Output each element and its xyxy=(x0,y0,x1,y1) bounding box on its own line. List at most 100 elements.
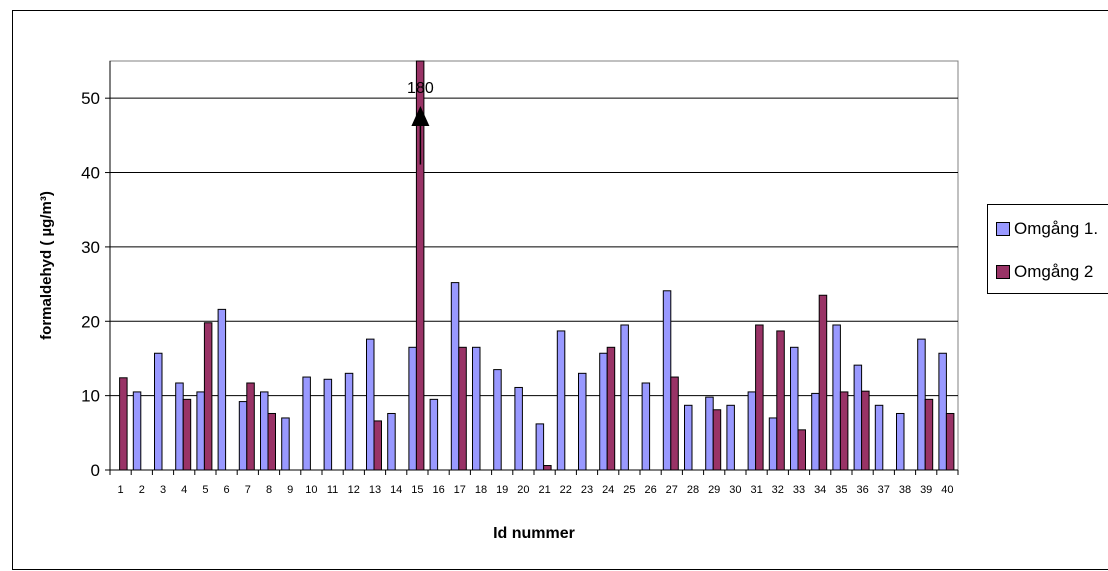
x-tick-label-6: 6 xyxy=(224,484,230,496)
bar-s1-28 xyxy=(684,404,693,471)
bar-s2-31 xyxy=(755,324,764,471)
x-tick-label-16: 16 xyxy=(432,484,444,496)
x-tick-label-1: 1 xyxy=(118,484,124,496)
bar-s2-17 xyxy=(458,346,467,471)
x-tick-label-27: 27 xyxy=(666,484,678,496)
x-tick-label-39: 39 xyxy=(920,484,932,496)
x-tick-label-15: 15 xyxy=(411,484,423,496)
x-tick-label-34: 34 xyxy=(814,484,826,496)
bar-s1-35 xyxy=(832,324,841,471)
x-tick-label-37: 37 xyxy=(878,484,890,496)
x-tick-label-32: 32 xyxy=(772,484,784,496)
bar-s2-21 xyxy=(543,465,552,471)
bar-s1-23 xyxy=(578,372,587,471)
bar-s2-27 xyxy=(670,376,679,471)
bar-s1-32 xyxy=(768,417,778,471)
x-tick-label-31: 31 xyxy=(750,484,762,496)
bar-s1-34 xyxy=(811,392,820,471)
bar-s1-12 xyxy=(344,372,354,471)
bar-s1-18 xyxy=(472,346,481,471)
legend-swatch-series-2 xyxy=(996,265,1010,279)
x-tick-label-35: 35 xyxy=(835,484,847,496)
x-tick-label-23: 23 xyxy=(581,484,593,496)
bar-s2-1 xyxy=(119,377,128,471)
bar-s2-35 xyxy=(839,391,849,471)
legend-swatch-series-1 xyxy=(996,222,1010,236)
bar-s2-24 xyxy=(606,346,616,471)
bar-s1-29 xyxy=(705,396,714,471)
legend-item-series-2: Omgång 2 xyxy=(996,262,1093,282)
x-tick-label-13: 13 xyxy=(369,484,381,496)
x-tick-label-19: 19 xyxy=(496,484,508,496)
legend-label-series-2: Omgång 2 xyxy=(1014,262,1094,281)
x-tick-label-10: 10 xyxy=(305,484,317,496)
bar-s1-39 xyxy=(917,338,926,471)
bar-s1-16 xyxy=(429,398,439,471)
bar-s1-2 xyxy=(132,391,142,471)
bar-s1-11 xyxy=(323,378,333,471)
x-tick-label-30: 30 xyxy=(729,484,741,496)
bar-s1-13 xyxy=(366,338,375,471)
x-tick-label-2: 2 xyxy=(139,484,145,496)
legend-label-series-1: Omgång 1. xyxy=(1014,219,1099,238)
x-tick-label-4: 4 xyxy=(181,484,187,496)
y-tick-label-2: 20 xyxy=(81,312,100,331)
x-tick-label-38: 38 xyxy=(899,484,911,496)
x-tick-label-25: 25 xyxy=(623,484,635,496)
y-tick-label-3: 30 xyxy=(81,238,100,257)
bar-s2-29 xyxy=(712,409,722,471)
y-tick-label-0: 0 xyxy=(91,461,100,480)
bar-s2-7 xyxy=(246,382,255,471)
bar-s2-39 xyxy=(924,398,934,471)
bar-s1-26 xyxy=(641,382,651,471)
bar-s1-19 xyxy=(493,369,502,471)
bar-s1-7 xyxy=(238,401,248,471)
x-tick-label-8: 8 xyxy=(266,484,272,496)
y-tick-label-4: 40 xyxy=(81,164,100,183)
bar-s2-32 xyxy=(776,330,785,471)
x-axis-title: Id nummer xyxy=(493,525,575,542)
bar-s2-13 xyxy=(373,420,382,471)
bar-s1-30 xyxy=(726,404,735,471)
bar-s1-10 xyxy=(302,376,311,471)
y-tick-label-5: 50 xyxy=(81,89,100,108)
bar-s1-22 xyxy=(556,330,566,471)
bar-s2-40 xyxy=(945,412,955,471)
annotation-label-0: 180 xyxy=(407,80,434,97)
bar-s1-14 xyxy=(387,412,396,471)
x-tick-label-3: 3 xyxy=(160,484,166,496)
y-axis-title: formaldehyd ( µg/m³) xyxy=(38,191,55,340)
bar-s1-21 xyxy=(535,423,545,471)
x-tick-label-18: 18 xyxy=(475,484,487,496)
x-tick-label-33: 33 xyxy=(793,484,805,496)
annotation-arrow-head-0 xyxy=(411,106,430,126)
bar-s2-8 xyxy=(267,412,276,471)
x-tick-label-12: 12 xyxy=(348,484,360,496)
x-tick-label-21: 21 xyxy=(538,484,550,496)
bar-s1-25 xyxy=(620,324,629,471)
bar-s1-36 xyxy=(853,364,863,471)
bar-s1-37 xyxy=(874,404,884,471)
x-tick-label-28: 28 xyxy=(687,484,699,496)
bar-s2-33 xyxy=(797,429,806,471)
bar-s2-15 xyxy=(415,60,425,471)
bar-s1-20 xyxy=(514,386,523,471)
bar-s1-33 xyxy=(790,346,799,471)
x-tick-label-36: 36 xyxy=(856,484,868,496)
legend-item-series-1: Omgång 1. xyxy=(996,219,1098,239)
x-tick-label-17: 17 xyxy=(454,484,466,496)
legend: Omgång 1. Omgång 2 xyxy=(987,204,1108,294)
bar-s2-34 xyxy=(818,294,828,471)
x-tick-label-9: 9 xyxy=(287,484,293,496)
bar-s1-9 xyxy=(281,417,290,471)
bar-s1-15 xyxy=(408,346,417,471)
bar-s1-40 xyxy=(938,352,947,471)
bar-s1-38 xyxy=(896,412,905,471)
plot-area xyxy=(109,60,959,471)
x-tick-label-7: 7 xyxy=(245,484,251,496)
bar-s2-36 xyxy=(861,390,870,471)
x-tick-label-20: 20 xyxy=(517,484,529,496)
x-tick-label-22: 22 xyxy=(560,484,572,496)
x-tick-label-40: 40 xyxy=(941,484,953,496)
